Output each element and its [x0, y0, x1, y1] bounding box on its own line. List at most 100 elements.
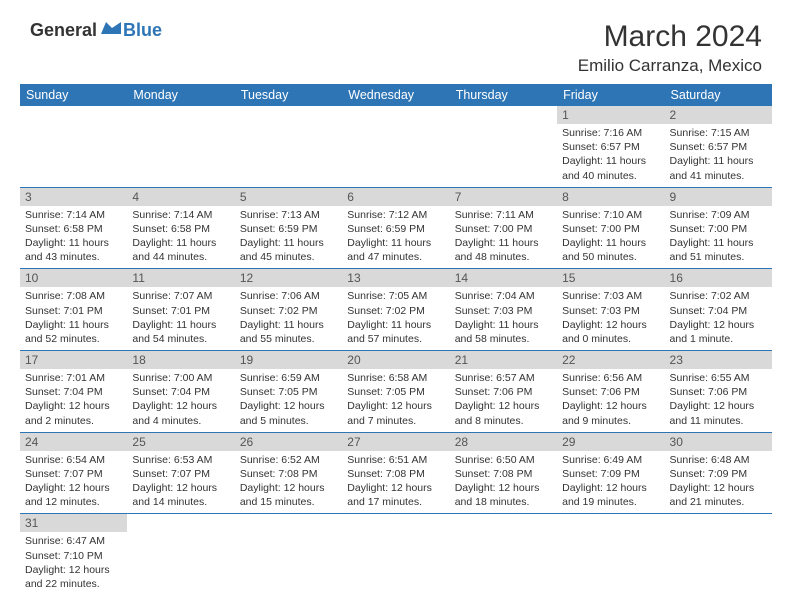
- day-dl1: Daylight: 12 hours: [132, 481, 229, 495]
- day-dl1: Daylight: 12 hours: [240, 481, 337, 495]
- day-dl1: Daylight: 11 hours: [455, 236, 552, 250]
- page-header: General Blue March 2024 Emilio Carranza,…: [0, 0, 792, 84]
- day-ss: Sunset: 6:58 PM: [25, 222, 122, 236]
- day-ss: Sunset: 7:06 PM: [455, 385, 552, 399]
- day-dl2: and 22 minutes.: [25, 577, 122, 591]
- day-details: Sunrise: 7:02 AMSunset: 7:04 PMDaylight:…: [665, 287, 772, 350]
- day-details: Sunrise: 6:58 AMSunset: 7:05 PMDaylight:…: [342, 369, 449, 432]
- day-dl1: Daylight: 12 hours: [240, 399, 337, 413]
- weekday-header: Tuesday: [235, 84, 342, 106]
- day-sr: Sunrise: 6:59 AM: [240, 371, 337, 385]
- day-details: Sunrise: 7:16 AMSunset: 6:57 PMDaylight:…: [557, 124, 664, 187]
- day-dl2: and 19 minutes.: [562, 495, 659, 509]
- calendar-cell-empty: [665, 514, 772, 595]
- day-dl2: and 9 minutes.: [562, 414, 659, 428]
- calendar-cell-empty: [127, 106, 234, 187]
- day-number: 24: [20, 433, 127, 451]
- day-dl1: Daylight: 12 hours: [455, 399, 552, 413]
- day-dl2: and 48 minutes.: [455, 250, 552, 264]
- day-dl1: Daylight: 11 hours: [455, 318, 552, 332]
- day-dl2: and 52 minutes.: [25, 332, 122, 346]
- day-dl1: Daylight: 12 hours: [670, 318, 767, 332]
- day-dl1: Daylight: 11 hours: [240, 236, 337, 250]
- day-ss: Sunset: 7:05 PM: [347, 385, 444, 399]
- calendar-cell: 1Sunrise: 7:16 AMSunset: 6:57 PMDaylight…: [557, 106, 664, 187]
- day-sr: Sunrise: 7:14 AM: [132, 208, 229, 222]
- day-ss: Sunset: 7:06 PM: [562, 385, 659, 399]
- day-sr: Sunrise: 7:14 AM: [25, 208, 122, 222]
- day-ss: Sunset: 7:02 PM: [240, 304, 337, 318]
- day-sr: Sunrise: 7:13 AM: [240, 208, 337, 222]
- day-number: 19: [235, 351, 342, 369]
- day-dl1: Daylight: 12 hours: [670, 481, 767, 495]
- day-ss: Sunset: 7:08 PM: [240, 467, 337, 481]
- day-sr: Sunrise: 6:53 AM: [132, 453, 229, 467]
- calendar-cell: 4Sunrise: 7:14 AMSunset: 6:58 PMDaylight…: [127, 187, 234, 269]
- day-dl2: and 0 minutes.: [562, 332, 659, 346]
- day-dl1: Daylight: 12 hours: [347, 399, 444, 413]
- day-details: Sunrise: 7:00 AMSunset: 7:04 PMDaylight:…: [127, 369, 234, 432]
- day-dl2: and 43 minutes.: [25, 250, 122, 264]
- calendar-cell: 5Sunrise: 7:13 AMSunset: 6:59 PMDaylight…: [235, 187, 342, 269]
- day-details: Sunrise: 6:59 AMSunset: 7:05 PMDaylight:…: [235, 369, 342, 432]
- day-number: 30: [665, 433, 772, 451]
- day-details: Sunrise: 7:04 AMSunset: 7:03 PMDaylight:…: [450, 287, 557, 350]
- day-details: Sunrise: 7:10 AMSunset: 7:00 PMDaylight:…: [557, 206, 664, 269]
- day-dl2: and 14 minutes.: [132, 495, 229, 509]
- day-dl1: Daylight: 11 hours: [132, 236, 229, 250]
- calendar-row: 31Sunrise: 6:47 AMSunset: 7:10 PMDayligh…: [20, 514, 772, 595]
- day-sr: Sunrise: 7:01 AM: [25, 371, 122, 385]
- day-details: Sunrise: 7:14 AMSunset: 6:58 PMDaylight:…: [127, 206, 234, 269]
- day-dl2: and 44 minutes.: [132, 250, 229, 264]
- day-sr: Sunrise: 6:58 AM: [347, 371, 444, 385]
- day-details: Sunrise: 6:47 AMSunset: 7:10 PMDaylight:…: [20, 532, 127, 595]
- calendar-cell: 22Sunrise: 6:56 AMSunset: 7:06 PMDayligh…: [557, 351, 664, 433]
- day-ss: Sunset: 7:06 PM: [670, 385, 767, 399]
- day-details: Sunrise: 7:01 AMSunset: 7:04 PMDaylight:…: [20, 369, 127, 432]
- day-ss: Sunset: 7:07 PM: [25, 467, 122, 481]
- day-details: Sunrise: 7:14 AMSunset: 6:58 PMDaylight:…: [20, 206, 127, 269]
- day-details: Sunrise: 7:08 AMSunset: 7:01 PMDaylight:…: [20, 287, 127, 350]
- brand-part2: Blue: [123, 20, 162, 41]
- day-number: 28: [450, 433, 557, 451]
- day-dl1: Daylight: 11 hours: [562, 154, 659, 168]
- day-sr: Sunrise: 7:06 AM: [240, 289, 337, 303]
- day-sr: Sunrise: 6:56 AM: [562, 371, 659, 385]
- day-sr: Sunrise: 7:15 AM: [670, 126, 767, 140]
- day-dl1: Daylight: 12 hours: [562, 318, 659, 332]
- day-sr: Sunrise: 6:50 AM: [455, 453, 552, 467]
- day-dl1: Daylight: 12 hours: [455, 481, 552, 495]
- day-number: 31: [20, 514, 127, 532]
- day-number: 1: [557, 106, 664, 124]
- day-dl2: and 15 minutes.: [240, 495, 337, 509]
- location-label: Emilio Carranza, Mexico: [578, 56, 762, 76]
- day-dl2: and 5 minutes.: [240, 414, 337, 428]
- day-details: Sunrise: 7:15 AMSunset: 6:57 PMDaylight:…: [665, 124, 772, 187]
- day-details: Sunrise: 7:11 AMSunset: 7:00 PMDaylight:…: [450, 206, 557, 269]
- day-sr: Sunrise: 7:07 AM: [132, 289, 229, 303]
- day-number: 25: [127, 433, 234, 451]
- calendar-cell: 23Sunrise: 6:55 AMSunset: 7:06 PMDayligh…: [665, 351, 772, 433]
- day-ss: Sunset: 7:00 PM: [455, 222, 552, 236]
- calendar-cell: 10Sunrise: 7:08 AMSunset: 7:01 PMDayligh…: [20, 269, 127, 351]
- day-ss: Sunset: 7:01 PM: [132, 304, 229, 318]
- day-number: 26: [235, 433, 342, 451]
- calendar-row: 3Sunrise: 7:14 AMSunset: 6:58 PMDaylight…: [20, 187, 772, 269]
- day-number: 5: [235, 188, 342, 206]
- day-sr: Sunrise: 6:55 AM: [670, 371, 767, 385]
- day-dl1: Daylight: 12 hours: [670, 399, 767, 413]
- day-dl1: Daylight: 11 hours: [562, 236, 659, 250]
- day-dl2: and 12 minutes.: [25, 495, 122, 509]
- calendar-cell: 15Sunrise: 7:03 AMSunset: 7:03 PMDayligh…: [557, 269, 664, 351]
- day-dl1: Daylight: 12 hours: [25, 399, 122, 413]
- calendar-cell: 27Sunrise: 6:51 AMSunset: 7:08 PMDayligh…: [342, 432, 449, 514]
- day-dl2: and 1 minute.: [670, 332, 767, 346]
- day-dl1: Daylight: 12 hours: [25, 563, 122, 577]
- day-dl2: and 57 minutes.: [347, 332, 444, 346]
- calendar-cell-empty: [235, 106, 342, 187]
- weekday-header: Wednesday: [342, 84, 449, 106]
- day-details: Sunrise: 7:13 AMSunset: 6:59 PMDaylight:…: [235, 206, 342, 269]
- calendar-body: 1Sunrise: 7:16 AMSunset: 6:57 PMDaylight…: [20, 106, 772, 595]
- day-number: 16: [665, 269, 772, 287]
- calendar-row: 10Sunrise: 7:08 AMSunset: 7:01 PMDayligh…: [20, 269, 772, 351]
